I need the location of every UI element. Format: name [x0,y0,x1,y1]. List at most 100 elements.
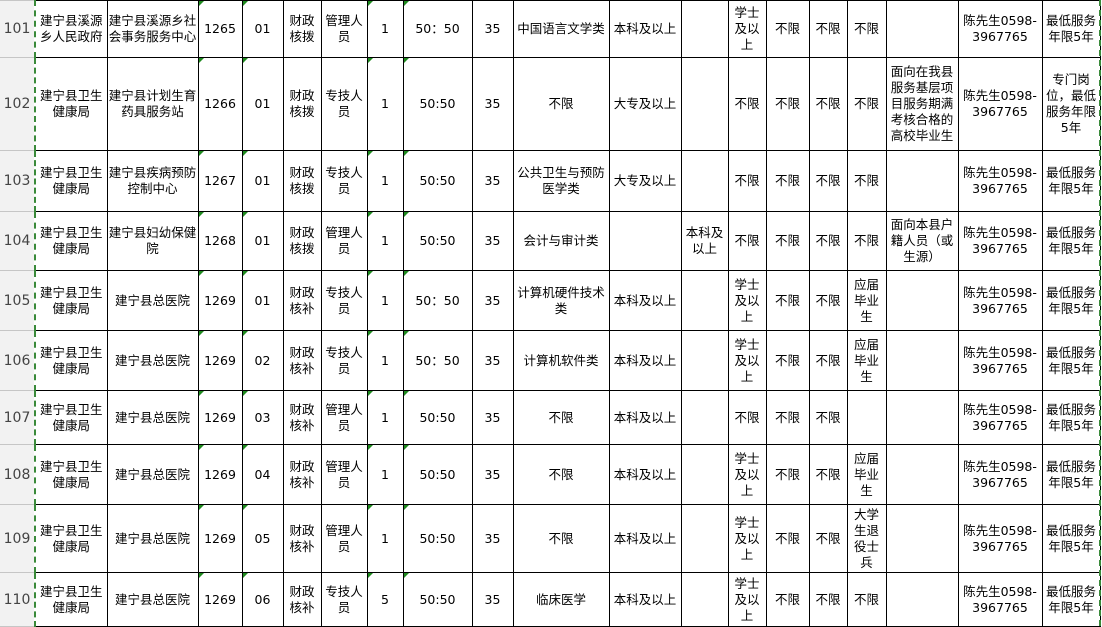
cell-position-number[interactable]: 01 [241,57,284,151]
cell-position-type[interactable]: 专技人员 [320,270,368,331]
cell-age-limit[interactable]: 35 [471,572,514,627]
cell-position-code[interactable]: 1269 [197,390,243,445]
cell-contact[interactable]: 陈先生0598-3967765 [957,504,1043,573]
cell-ethnicity[interactable]: 不限 [808,572,848,627]
cell-degree[interactable]: 学士及以上 [727,270,767,331]
cell-exam-ratio[interactable]: 50:50 [402,572,473,627]
cell-contact[interactable]: 陈先生0598-3967765 [957,390,1043,445]
cell-age-limit[interactable]: 35 [471,504,514,573]
cell-headcount[interactable]: 1 [366,57,404,151]
cell-exam-ratio[interactable]: 50：50 [402,270,473,331]
cell-degree[interactable]: 不限 [727,390,767,445]
cell-funding-type[interactable]: 财政核补 [282,330,322,391]
cell-age-limit[interactable]: 35 [471,390,514,445]
cell-notes-requirement[interactable]: 面向在我县服务基层项目服务期满考核合格的高校毕业生 [885,57,959,151]
cell-ethnicity[interactable]: 不限 [808,150,848,212]
cell-position-code[interactable]: 1269 [197,572,243,627]
row-header[interactable]: 103 [0,150,36,212]
cell-other-qualification[interactable]: 不限 [846,57,887,151]
cell-exam-ratio[interactable]: 50:50 [402,444,473,505]
cell-headcount[interactable]: 1 [366,211,404,271]
cell-degree[interactable]: 不限 [727,57,767,151]
cell-remarks[interactable]: 最低服务年限5年 [1041,211,1101,271]
cell-remarks[interactable]: 最低服务年限5年 [1041,444,1101,505]
cell-contact[interactable]: 陈先生0598-3967765 [957,0,1043,58]
cell-ethnicity[interactable]: 不限 [808,444,848,505]
cell-gender[interactable]: 不限 [765,444,810,505]
cell-education-full-time[interactable]: 大专及以上 [608,57,682,151]
cell-major[interactable]: 会计与审计类 [512,211,610,271]
cell-position-number[interactable]: 05 [241,504,284,573]
cell-gender[interactable]: 不限 [765,572,810,627]
cell-contact[interactable]: 陈先生0598-3967765 [957,57,1043,151]
cell-notes-requirement[interactable] [885,444,959,505]
cell-major[interactable]: 临床医学 [512,572,610,627]
cell-contact[interactable]: 陈先生0598-3967765 [957,572,1043,627]
cell-position-type[interactable]: 管理人员 [320,504,368,573]
cell-department[interactable]: 建宁县卫生健康局 [34,270,108,331]
cell-education-in-service[interactable] [680,444,729,505]
cell-major[interactable]: 不限 [512,444,610,505]
cell-education-full-time[interactable]: 本科及以上 [608,390,682,445]
cell-education-full-time[interactable]: 本科及以上 [608,444,682,505]
cell-ethnicity[interactable]: 不限 [808,390,848,445]
cell-position-number[interactable]: 01 [241,270,284,331]
cell-department[interactable]: 建宁县卫生健康局 [34,57,108,151]
cell-degree[interactable]: 不限 [727,211,767,271]
cell-position-type[interactable]: 专技人员 [320,150,368,212]
cell-headcount[interactable]: 1 [366,270,404,331]
cell-notes-requirement[interactable] [885,150,959,212]
cell-position-code[interactable]: 1269 [197,444,243,505]
cell-remarks[interactable]: 最低服务年限5年 [1041,150,1101,212]
cell-degree[interactable]: 学士及以上 [727,330,767,391]
cell-position-code[interactable]: 1269 [197,270,243,331]
cell-department[interactable]: 建宁县卫生健康局 [34,390,108,445]
cell-headcount[interactable]: 1 [366,150,404,212]
cell-position-type[interactable]: 专技人员 [320,572,368,627]
cell-ethnicity[interactable]: 不限 [808,0,848,58]
cell-education-in-service[interactable] [680,572,729,627]
cell-position-code[interactable]: 1268 [197,211,243,271]
row-header[interactable]: 102 [0,57,36,151]
cell-headcount[interactable]: 1 [366,390,404,445]
row-header[interactable]: 105 [0,270,36,331]
row-header[interactable]: 106 [0,330,36,391]
cell-position-number[interactable]: 02 [241,330,284,391]
cell-gender[interactable]: 不限 [765,150,810,212]
cell-age-limit[interactable]: 35 [471,444,514,505]
cell-position-code[interactable]: 1269 [197,330,243,391]
cell-headcount[interactable]: 1 [366,330,404,391]
cell-funding-type[interactable]: 财政核拨 [282,0,322,58]
cell-position-number[interactable]: 06 [241,572,284,627]
cell-exam-ratio[interactable]: 50:50 [402,211,473,271]
cell-position-number[interactable]: 01 [241,211,284,271]
cell-contact[interactable]: 陈先生0598-3967765 [957,150,1043,212]
cell-exam-ratio[interactable]: 50:50 [402,390,473,445]
cell-remarks[interactable]: 专门岗位，最低服务年限5年 [1041,57,1101,151]
cell-gender[interactable]: 不限 [765,504,810,573]
cell-position-number[interactable]: 04 [241,444,284,505]
cell-funding-type[interactable]: 财政核拨 [282,57,322,151]
cell-ethnicity[interactable]: 不限 [808,270,848,331]
cell-notes-requirement[interactable] [885,504,959,573]
cell-exam-ratio[interactable]: 50:50 [402,150,473,212]
cell-position-type[interactable]: 管理人员 [320,444,368,505]
cell-gender[interactable]: 不限 [765,211,810,271]
cell-education-full-time[interactable]: 本科及以上 [608,504,682,573]
cell-other-qualification[interactable]: 应届毕业生 [846,444,887,505]
row-header[interactable]: 108 [0,444,36,505]
cell-ethnicity[interactable]: 不限 [808,330,848,391]
cell-other-qualification[interactable]: 不限 [846,572,887,627]
cell-position-number[interactable]: 01 [241,0,284,58]
cell-education-full-time[interactable]: 本科及以上 [608,572,682,627]
row-header[interactable]: 107 [0,390,36,445]
cell-education-full-time[interactable]: 本科及以上 [608,330,682,391]
cell-exam-ratio[interactable]: 50：50 [402,0,473,58]
cell-age-limit[interactable]: 35 [471,57,514,151]
row-header[interactable]: 109 [0,504,36,573]
cell-headcount[interactable]: 1 [366,444,404,505]
cell-department[interactable]: 建宁县卫生健康局 [34,504,108,573]
cell-remarks[interactable]: 最低服务年限5年 [1041,330,1101,391]
cell-unit[interactable]: 建宁县总医院 [106,330,199,391]
cell-position-type[interactable]: 管理人员 [320,0,368,58]
